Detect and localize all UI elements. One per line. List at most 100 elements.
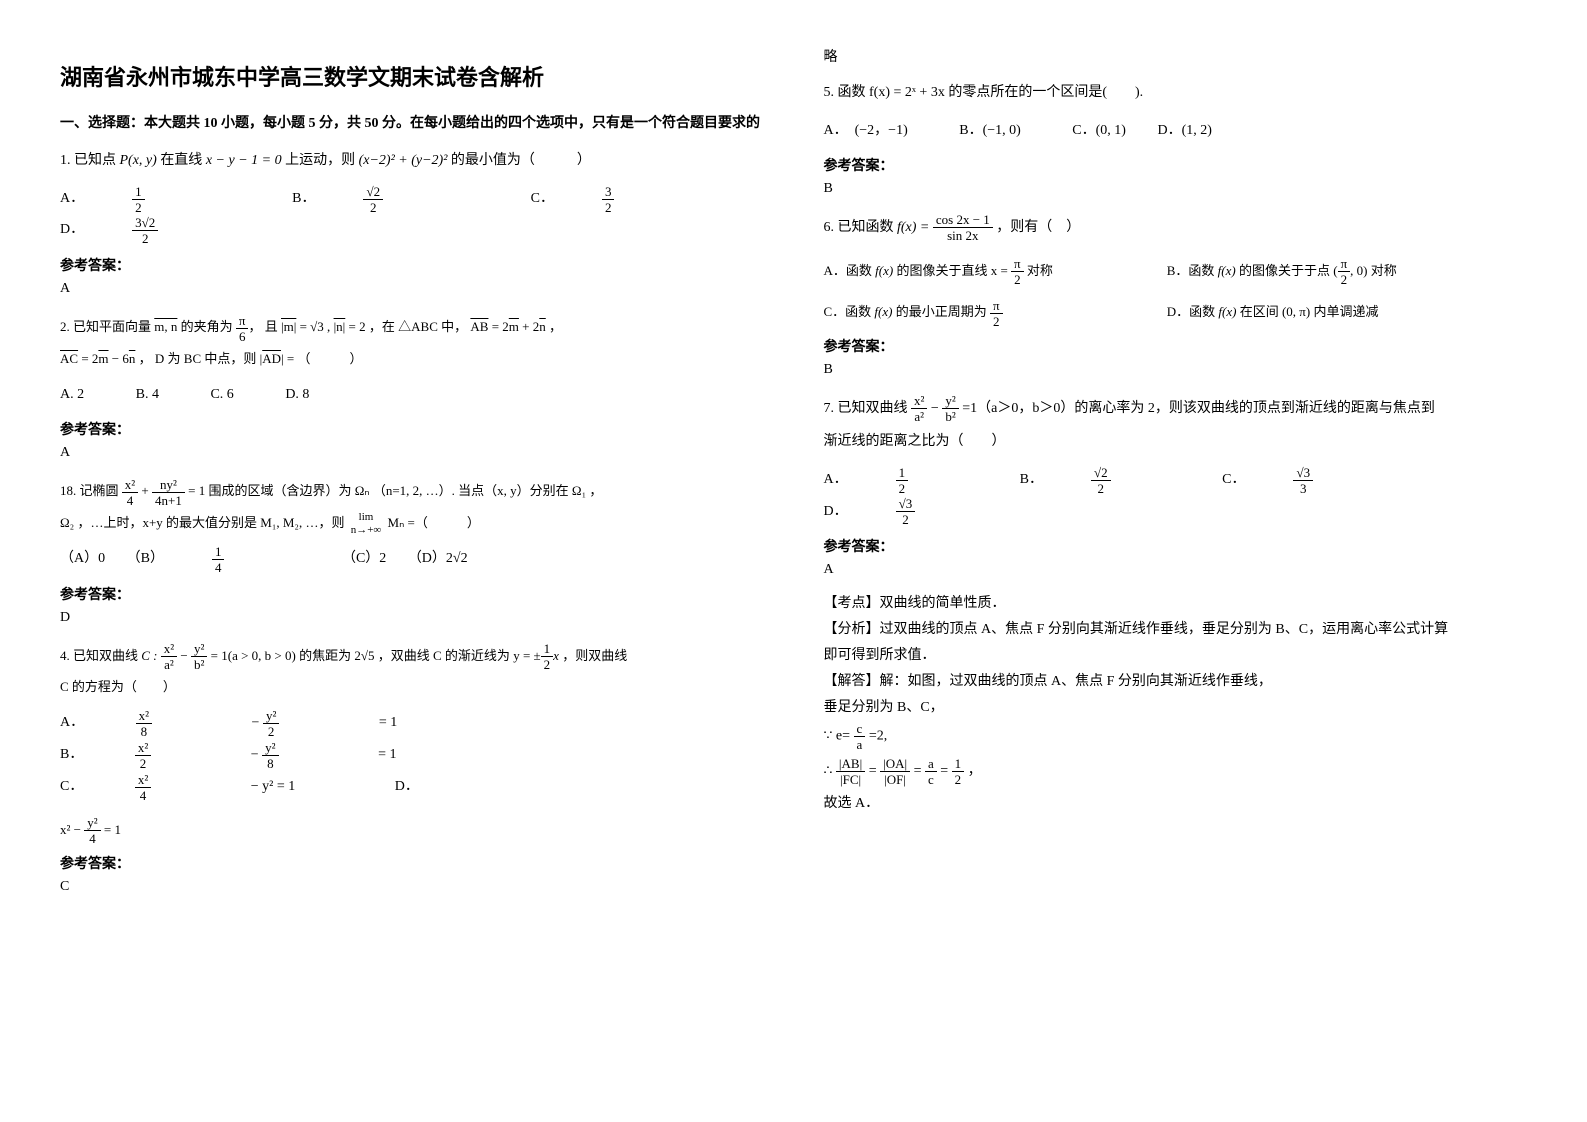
- math: x =: [991, 263, 1008, 278]
- math: △ABC: [398, 319, 438, 334]
- text: ，: [139, 351, 152, 366]
- math: (x−2)² + (y−2)²: [359, 153, 448, 168]
- num: x²: [122, 478, 138, 493]
- section-heading: 一、选择题：本大题共 10 小题，每小题 5 分，共 50 分。在每小题给出的四…: [60, 112, 764, 132]
- text: 18. 记椭圆: [60, 483, 119, 498]
- answer-label: 参考答案：: [824, 536, 1528, 556]
- math: = 1: [378, 740, 396, 771]
- opt-a: A． (−2，−1): [824, 116, 908, 147]
- den: a²: [911, 409, 927, 423]
- q4-answer: C: [60, 879, 764, 895]
- num: |OA|: [880, 757, 910, 772]
- text: 的最小值为（ ）: [451, 153, 591, 168]
- opt-b: （B）: [127, 544, 164, 575]
- q4-options: A． x²8 − y²2 = 1 B． x²2 − y²8 = 1 C． x²4…: [60, 708, 764, 803]
- math: Ω₂: [60, 515, 74, 530]
- num: π: [1011, 257, 1024, 272]
- text: 的最小正周期为: [896, 304, 987, 319]
- q5-stem: 5. 函数 f(x) = 2ˣ + 3x 的零点所在的一个区间是( ).: [824, 76, 1528, 110]
- answer-label: 参考答案：: [824, 155, 1528, 175]
- math: f(x): [1218, 304, 1236, 319]
- den: 4: [84, 831, 100, 845]
- text: 在区间: [1240, 304, 1279, 319]
- den: 2: [263, 724, 279, 738]
- text: 在直线: [160, 153, 202, 168]
- opt-b: B. 4: [136, 380, 159, 411]
- math: AB = 2m + 2n: [470, 319, 545, 334]
- opt-d: D．: [824, 497, 848, 528]
- omit-text: 略: [824, 46, 1528, 66]
- den: |OF|: [880, 772, 910, 786]
- math: C :: [141, 648, 157, 663]
- num: y²: [84, 816, 100, 831]
- math: 2√5: [354, 648, 374, 663]
- den: c: [925, 772, 937, 786]
- math: − y² = 1: [251, 772, 296, 803]
- text: D 为 BC 中点，则: [155, 351, 256, 366]
- num: √3: [1293, 466, 1313, 481]
- text: ，…上时，x+y 的最大值分别是 M₁, M₂, …，则: [77, 515, 344, 530]
- den: a: [854, 737, 866, 751]
- text: B．函数: [1167, 263, 1215, 278]
- den: 2: [952, 772, 965, 786]
- den: 4: [122, 493, 138, 507]
- num: y²: [263, 709, 279, 724]
- den: 4: [212, 560, 225, 574]
- text: C 的方程为（ ）: [60, 679, 176, 694]
- num: x²: [136, 709, 152, 724]
- math: = 1: [188, 483, 205, 498]
- left-column: 湖南省永州市城东中学高三数学文期末试卷含解析 一、选择题：本大题共 10 小题，…: [60, 40, 764, 909]
- text: 对称: [1027, 263, 1053, 278]
- text: 1. 已知点: [60, 153, 116, 168]
- text: 2. 已知平面向量: [60, 319, 151, 334]
- q5-answer: B: [824, 181, 1528, 197]
- den: 8: [262, 756, 278, 770]
- math: f(x): [1218, 263, 1236, 278]
- num: 1: [896, 466, 909, 481]
- den: 2: [990, 314, 1003, 328]
- q7-exp3: 即可得到所求值．: [824, 644, 1528, 664]
- math: |AD| =: [260, 351, 295, 366]
- text: 4. 已知双曲线: [60, 648, 138, 663]
- den: b²: [191, 657, 207, 671]
- math: AC = 2m − 6n: [60, 351, 135, 366]
- den: sin 2x: [933, 228, 993, 242]
- math: m, n: [154, 319, 177, 334]
- q7-exp2: 【分析】过双曲线的顶点 A、焦点 F 分别向其渐近线作垂线，垂足分别为 B、C，…: [824, 618, 1528, 638]
- text: 的图像关于直线: [896, 263, 987, 278]
- q7-exp6: ∵ e= ca =2,: [824, 722, 1528, 751]
- num: x²: [135, 773, 151, 788]
- q2-answer: A: [60, 445, 764, 461]
- opt-a: A．: [60, 184, 84, 215]
- text: 渐近线的距离之比为（ ）: [824, 434, 1006, 449]
- den: |FC|: [836, 772, 865, 786]
- opt-d: D．(1, 2): [1157, 116, 1211, 147]
- num: 1: [952, 757, 965, 772]
- den: 2: [135, 756, 151, 770]
- text: D．函数: [1167, 304, 1215, 319]
- q7-exp4: 【解答】解：如图，过双曲线的顶点 A、焦点 F 分别向其渐近线作垂线，: [824, 670, 1528, 690]
- text: （n=1, 2, …）. 当点（x, y）分别在: [373, 483, 569, 498]
- opt-b: B．: [292, 184, 315, 215]
- den: 6: [236, 329, 249, 343]
- num: √3: [896, 497, 916, 512]
- q4-stem: 4. 已知双曲线 C : x²a² − y²b² = 1(a > 0, b > …: [60, 640, 764, 703]
- text: （ ）: [297, 351, 362, 366]
- text: 的夹角为: [181, 319, 233, 334]
- opt-b: B．: [1020, 465, 1043, 496]
- answer-label: 参考答案：: [824, 336, 1528, 356]
- math: Mₙ: [388, 515, 405, 530]
- text: ，则有（ ）: [996, 220, 1080, 235]
- num: π: [990, 299, 1003, 314]
- num: cos 2x − 1: [933, 213, 993, 228]
- q7-exp5: 垂足分别为 B、C，: [824, 696, 1528, 716]
- den: 8: [136, 724, 152, 738]
- page-title: 湖南省永州市城东中学高三数学文期末试卷含解析: [60, 60, 764, 92]
- num: x²: [135, 741, 151, 756]
- num: a: [925, 757, 937, 772]
- q18-answer: D: [60, 610, 764, 626]
- q6-answer: B: [824, 362, 1528, 378]
- num: π: [1338, 257, 1351, 272]
- text: =（ ）: [408, 515, 480, 530]
- text: =1（a＞0，b＞0）的离心率为 2，则该双曲线的顶点到渐近线的距离与焦点到: [962, 401, 1435, 416]
